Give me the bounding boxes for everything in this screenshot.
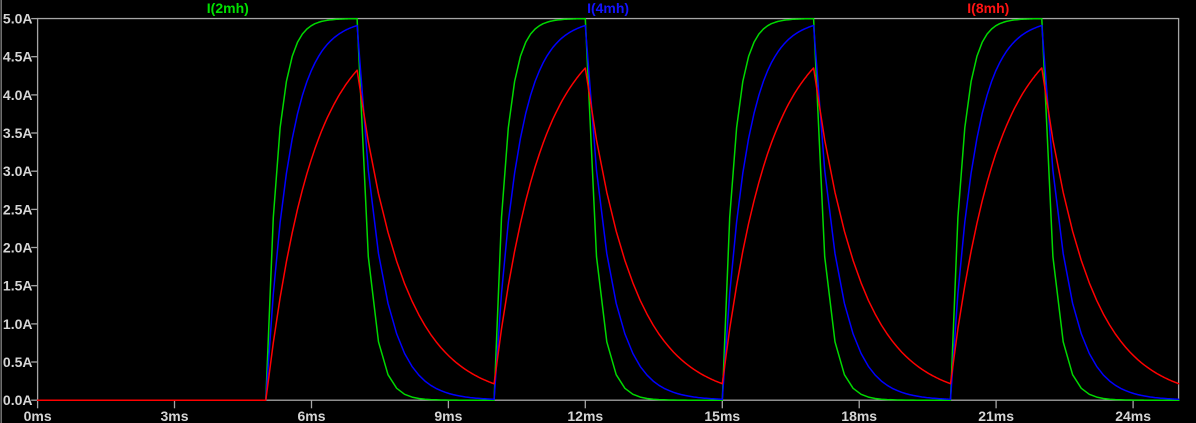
svg-text:I(8mh): I(8mh) [967,0,1009,16]
svg-text:0ms: 0ms [24,408,52,423]
svg-text:4.5A: 4.5A [3,49,33,65]
svg-text:3.0A: 3.0A [3,163,33,179]
svg-text:18ms: 18ms [841,408,877,423]
svg-text:15ms: 15ms [704,408,740,423]
svg-text:2.0A: 2.0A [3,240,33,256]
svg-text:9ms: 9ms [434,408,462,423]
svg-text:1.0A: 1.0A [3,316,33,332]
svg-text:0.0A: 0.0A [3,392,33,408]
svg-text:0.5A: 0.5A [3,354,33,370]
svg-text:5.0A: 5.0A [3,11,33,27]
svg-text:3ms: 3ms [160,408,188,423]
svg-text:I(4mh): I(4mh) [587,0,629,16]
svg-text:1.5A: 1.5A [3,278,33,294]
svg-text:I(2mh): I(2mh) [207,0,249,16]
svg-text:4.0A: 4.0A [3,87,33,103]
svg-text:24ms: 24ms [1115,408,1151,423]
svg-text:21ms: 21ms [978,408,1014,423]
svg-text:2.5A: 2.5A [3,201,33,217]
svg-text:12ms: 12ms [567,408,603,423]
svg-text:3.5A: 3.5A [3,125,33,141]
svg-text:6ms: 6ms [297,408,325,423]
